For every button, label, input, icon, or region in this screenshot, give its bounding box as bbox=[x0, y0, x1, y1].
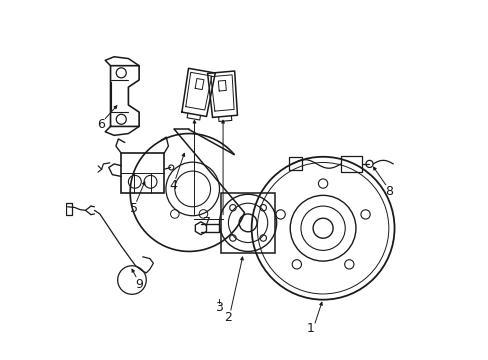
Text: 6: 6 bbox=[97, 118, 104, 131]
Text: 4: 4 bbox=[169, 179, 177, 192]
Text: 9: 9 bbox=[135, 278, 143, 291]
Text: 2: 2 bbox=[224, 311, 232, 324]
Text: 5: 5 bbox=[129, 202, 138, 215]
Text: 7: 7 bbox=[203, 216, 210, 229]
Text: 1: 1 bbox=[306, 322, 314, 335]
Text: 3: 3 bbox=[215, 301, 223, 314]
Text: 8: 8 bbox=[385, 185, 392, 198]
